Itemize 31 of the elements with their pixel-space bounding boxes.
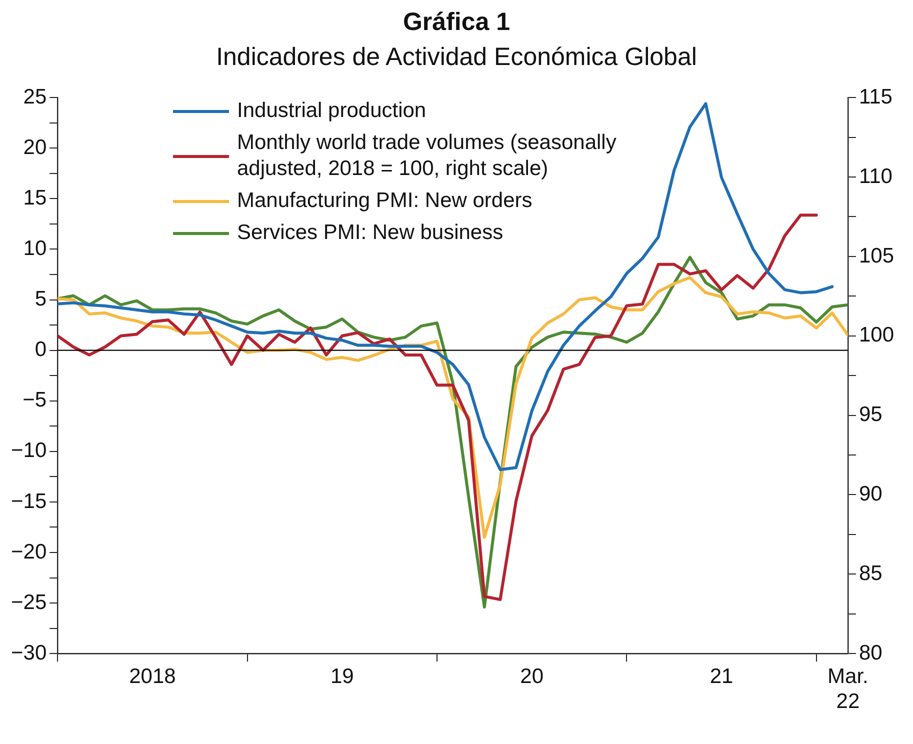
y2-tick-label: 80	[858, 641, 882, 664]
y-tick-label: −20	[10, 540, 47, 564]
y2-tick-label: 110	[858, 164, 892, 188]
x-tick-label: 2018	[129, 664, 176, 688]
y-tick-label: 5	[34, 288, 47, 311]
legend-label: Monthly world trade volumes (seasonally adjusted, 2018 = 100, right scale)	[237, 130, 618, 182]
y-tick-label: −10	[10, 439, 47, 462]
y2-tick-label: 90	[858, 482, 882, 506]
y2-tick-label: 85	[858, 562, 882, 585]
y-tick-label: 0	[34, 338, 47, 362]
x-tick-label: 19	[330, 664, 354, 688]
y-tick-label: 15	[23, 186, 47, 210]
y-tick-label: 10	[23, 237, 47, 260]
legend-label: Services PMI: New business	[237, 220, 504, 246]
x-tick-label: 21	[710, 664, 734, 688]
y-tick-label: 25	[23, 85, 47, 108]
legend-label: Manufacturing PMI: New orders	[237, 188, 532, 214]
x-tick-label: Mar. 22	[828, 664, 868, 714]
y2-tick-label: 105	[858, 244, 894, 268]
y-tick-label: −5	[22, 388, 47, 412]
y-tick-label: 20	[23, 136, 47, 159]
y-tick-label: −25	[10, 590, 47, 614]
x-tick-label: 20	[520, 664, 544, 688]
y-tick-label: −15	[10, 490, 47, 513]
chart-subtitle: Indicadores de Actividad Económica Global	[215, 43, 698, 72]
legend-label: Industrial production	[237, 98, 426, 124]
y2-tick-label: 95	[858, 403, 882, 426]
chart-title: Gráfica 1	[402, 8, 511, 37]
y2-tick-label: 100	[858, 324, 894, 347]
y2-tick-label: 115	[858, 85, 892, 108]
y-tick-label: −30	[10, 641, 47, 664]
